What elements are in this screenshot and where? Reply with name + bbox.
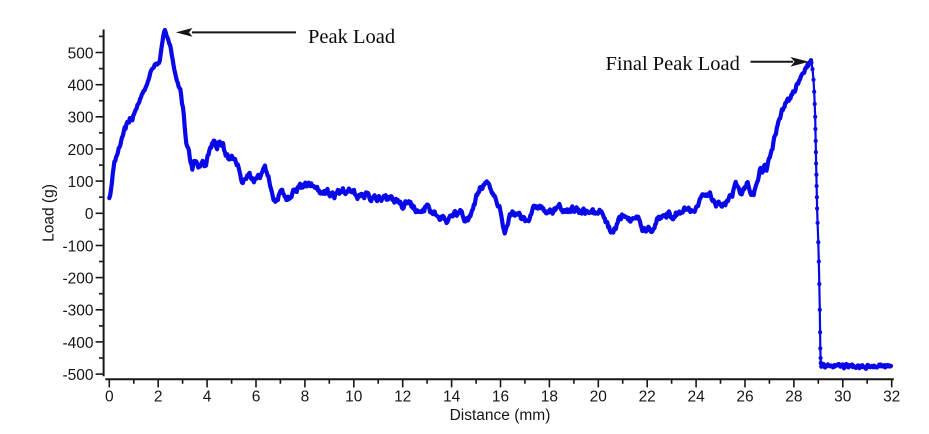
svg-text:-400: -400 <box>62 335 93 352</box>
svg-text:-500: -500 <box>62 367 93 384</box>
svg-text:14: 14 <box>443 389 461 406</box>
svg-text:30: 30 <box>834 389 852 406</box>
svg-text:4: 4 <box>203 389 212 406</box>
svg-text:0: 0 <box>85 206 94 223</box>
svg-text:Peak Load: Peak Load <box>308 26 395 48</box>
svg-text:Distance (mm): Distance (mm) <box>450 407 551 424</box>
svg-text:10: 10 <box>345 389 363 406</box>
svg-text:0: 0 <box>105 389 114 406</box>
svg-text:500: 500 <box>68 45 94 62</box>
svg-text:24: 24 <box>687 389 705 406</box>
svg-text:32: 32 <box>883 389 900 406</box>
svg-text:400: 400 <box>68 78 94 95</box>
svg-text:28: 28 <box>785 389 802 406</box>
svg-text:-200: -200 <box>62 271 93 288</box>
svg-text:18: 18 <box>541 389 558 406</box>
svg-text:20: 20 <box>590 389 608 406</box>
svg-text:Final Peak Load: Final Peak Load <box>606 53 740 75</box>
svg-text:12: 12 <box>394 389 411 406</box>
svg-text:26: 26 <box>736 389 753 406</box>
svg-text:2: 2 <box>154 389 163 406</box>
svg-text:100: 100 <box>68 174 94 191</box>
svg-text:-100: -100 <box>62 238 93 255</box>
svg-text:200: 200 <box>68 142 94 159</box>
svg-text:16: 16 <box>492 389 509 406</box>
svg-text:22: 22 <box>639 389 656 406</box>
svg-text:8: 8 <box>301 389 310 406</box>
svg-text:6: 6 <box>252 389 261 406</box>
svg-text:Load (g): Load (g) <box>41 184 58 242</box>
svg-text:300: 300 <box>68 110 94 127</box>
svg-text:-300: -300 <box>62 303 93 320</box>
